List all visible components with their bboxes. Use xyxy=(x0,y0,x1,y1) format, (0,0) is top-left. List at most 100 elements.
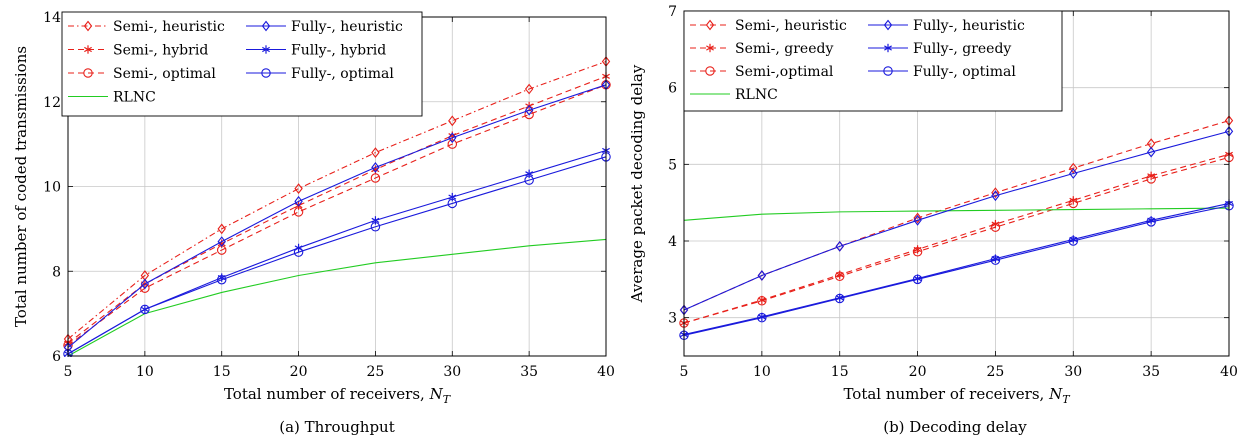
series-fully-optimal-point xyxy=(990,255,1001,265)
series-semi-optimal xyxy=(679,152,1234,328)
x-axis-label-text: Total number of receivers, xyxy=(843,385,1049,403)
series-fully-hybrid-point xyxy=(525,169,534,178)
series-rlnc-line xyxy=(67,238,607,357)
series-semi-greedy-point xyxy=(757,295,766,305)
chart-caption: (a) Throughput xyxy=(279,418,395,436)
y-tick-label: 6 xyxy=(52,349,61,365)
series-semi-heuristic-line xyxy=(67,60,607,340)
x-tick-label: 30 xyxy=(443,364,461,380)
series-fully-heuristic-point xyxy=(913,214,922,226)
x-tick-label: 5 xyxy=(64,364,73,380)
legend-entry-semi-greedy-marker xyxy=(706,43,714,53)
x-tick-label: 35 xyxy=(520,364,538,380)
legend-entry-fully-greedy-marker xyxy=(884,43,892,53)
y-tick-label: 5 xyxy=(668,157,677,173)
legend-entry-semi-optimal-label: Semi-,optimal xyxy=(735,64,834,80)
series-semi-heuristic-line xyxy=(683,120,1230,311)
series-semi-optimal-point xyxy=(370,173,381,183)
series-semi-optimal-point xyxy=(293,207,304,217)
x-tick-label: 10 xyxy=(753,364,771,380)
y-tick-label: 3 xyxy=(668,311,677,327)
series-fully-optimal-point xyxy=(912,274,923,285)
series-semi-greedy-point xyxy=(1069,196,1078,205)
series-semi-heuristic-point xyxy=(524,83,534,95)
legend-entry-fully-greedy-label: Fully-, greedy xyxy=(913,41,1011,57)
y-axis-label: Total number of coded transmissions xyxy=(12,46,30,327)
legend: Semi-, heuristic Semi-, hybrid Semi-, opti… xyxy=(61,11,423,117)
x-tick-label: 30 xyxy=(1064,364,1082,380)
series-fully-heuristic-point xyxy=(991,190,1000,202)
series-fully-optimal-point xyxy=(447,198,458,209)
legend-entry-semi-heuristic-marker xyxy=(83,20,93,32)
series-fully-heuristic-point xyxy=(371,162,380,173)
series-semi-optimal-line xyxy=(683,156,1230,324)
legend-entry-rlnc-label: RLNC xyxy=(735,87,778,103)
series-rlnc xyxy=(67,238,607,357)
legend-entry-fully-optimal: Fully-, optimal xyxy=(246,66,394,82)
series-semi-heuristic-point xyxy=(371,147,380,158)
chart-caption: (b) Decoding delay xyxy=(883,418,1027,436)
x-tick-label: 35 xyxy=(1142,364,1160,380)
plot-area xyxy=(679,115,1234,341)
series-fully-optimal xyxy=(63,152,611,357)
legend-entry-fully-heuristic: Fully-, heuristic xyxy=(246,19,403,35)
series-semi-heuristic-point xyxy=(448,115,457,127)
series-fully-hybrid-point-stroke xyxy=(448,194,457,200)
legend-entry-fully-heuristic: Fully-, heuristic xyxy=(868,18,1025,34)
x-tick-label: 20 xyxy=(290,364,308,380)
series-fully-optimal-point xyxy=(1068,236,1079,246)
series-semi-greedy-point xyxy=(1147,171,1156,181)
series-fully-greedy-point-stroke xyxy=(835,295,844,301)
legend-entry-semi-heuristic-label: Semi-, heuristic xyxy=(735,18,847,34)
series-fully-hybrid-point-stroke xyxy=(371,217,380,224)
legend-entry-semi-hybrid-marker-stroke xyxy=(84,46,92,53)
legend-entry-fully-hybrid: Fully-, hybrid xyxy=(246,43,386,59)
throughput-chart: 5 10 15 20 25 30 35 40 6 8 10 12 14 Total number of r… xyxy=(12,10,615,436)
legend-entry-fully-greedy-marker-stroke xyxy=(884,45,892,51)
series-fully-greedy-point-stroke xyxy=(757,314,766,320)
series-semi-optimal-line xyxy=(67,84,607,346)
legend-entry-semi-greedy-label: Semi-, greedy xyxy=(735,41,833,57)
legend-entry-semi-greedy-marker-stroke xyxy=(706,45,714,51)
series-semi-optimal-point xyxy=(757,296,767,306)
series-semi-heuristic-point xyxy=(991,187,1000,199)
y-tick-label: 6 xyxy=(668,81,677,97)
series-fully-optimal-point xyxy=(370,222,381,232)
legend-entry-semi-optimal-marker xyxy=(705,66,715,76)
series-fully-optimal-line xyxy=(67,156,607,355)
x-tick-label: 15 xyxy=(213,364,231,380)
series-semi-optimal-point xyxy=(990,222,1001,232)
series-fully-optimal xyxy=(679,200,1234,341)
legend-entry-semi-heuristic: Semi-, heuristic xyxy=(690,18,847,34)
series-semi-heuristic-point xyxy=(1069,162,1078,174)
series-semi-optimal-point xyxy=(1068,198,1079,209)
series-fully-hybrid-point xyxy=(371,216,380,225)
legend-entry-fully-heuristic-marker xyxy=(261,20,271,32)
legend-entry-fully-optimal-label: Fully-, optimal xyxy=(291,66,394,82)
series-fully-hybrid-point-stroke xyxy=(525,171,534,177)
x-tick-label: 10 xyxy=(136,364,154,380)
series-fully-optimal-point xyxy=(216,274,227,285)
series-semi-optimal-point xyxy=(1146,174,1156,184)
series-fully-heuristic-point xyxy=(294,195,303,207)
legend-entry-fully-heuristic-label: Fully-, heuristic xyxy=(291,19,403,35)
legend-entry-fully-optimal-marker xyxy=(883,66,893,76)
series-fully-greedy-line xyxy=(683,202,1230,336)
series-semi-optimal-point xyxy=(447,139,458,149)
y-tick-label: 12 xyxy=(43,95,61,111)
x-axis-label-sub: T xyxy=(1062,393,1071,406)
series-fully-heuristic-point xyxy=(217,236,226,247)
series-fully-hybrid xyxy=(64,146,610,357)
legend: Semi-, heuristic Semi-, greedy Semi-,optim… xyxy=(683,10,1063,112)
x-tick-label: 25 xyxy=(367,364,385,380)
series-rlnc xyxy=(683,207,1230,221)
series-fully-heuristic-point xyxy=(1146,146,1156,158)
series-semi-optimal-point xyxy=(912,246,923,257)
y-tick-label: 14 xyxy=(43,10,61,26)
series-fully-optimal-point xyxy=(1146,217,1156,227)
series-fully-heuristic-point xyxy=(524,104,534,116)
legend-entry-semi-hybrid: Semi-, hybrid xyxy=(68,43,208,59)
y-tick-label: 10 xyxy=(43,180,61,196)
x-tick-label: 40 xyxy=(597,364,615,380)
legend-entry-semi-greedy: Semi-, greedy xyxy=(690,41,833,57)
